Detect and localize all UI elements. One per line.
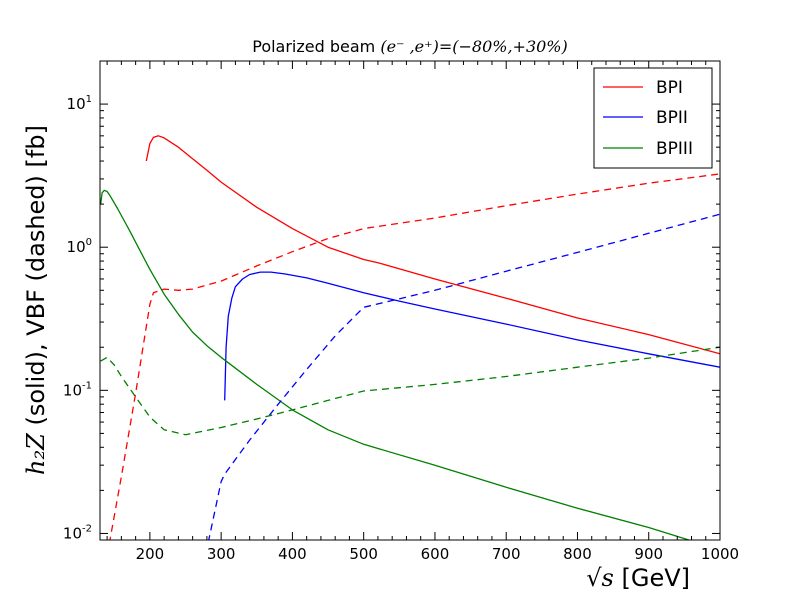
x-axis-label: √s [GeV] — [586, 564, 690, 592]
x-axis-label-text: [GeV] — [614, 564, 690, 592]
chart-title: Polarized beam (e⁻ ,e⁺)=(−80%,+30%) — [252, 37, 568, 56]
y-axis-label-text: (solid), VBF (dashed) [fb] — [22, 125, 50, 433]
legend: BPI BPII BPIII — [593, 67, 713, 169]
x-tick-label: 200 — [136, 545, 165, 563]
legend-label-bpii: BPII — [656, 108, 688, 128]
y-tick-label: 10-2 — [63, 523, 92, 542]
axis-ticks: 200 300 400 500 600 700 800 900 1000 10-2 10-1 100 1… — [63, 60, 739, 563]
legend-label-bpiii: BPIII — [656, 139, 693, 159]
x-tick-label: 600 — [421, 545, 450, 563]
chart-title-math: (e⁻ ,e⁺)=(−80%,+30%) — [380, 37, 567, 56]
chart-title-prefix: Polarized beam — [252, 37, 380, 56]
x-tick-label: 800 — [563, 545, 592, 563]
series-bpii-vbf-line — [208, 213, 720, 540]
x-tick-label: 400 — [278, 545, 307, 563]
y-axis-label: h₂Z (solid), VBF (dashed) [fb] — [22, 125, 50, 475]
legend-label-bpi: BPI — [656, 78, 683, 98]
y-axis-label-math: h₂Z — [22, 432, 50, 475]
series-bpiii-h2z-line — [100, 189, 692, 540]
x-axis-label-math: √s — [586, 564, 614, 592]
plot-series — [100, 135, 720, 540]
legend-box — [593, 67, 713, 169]
y-tick-label: 101 — [67, 94, 92, 113]
x-tick-label: 900 — [634, 545, 663, 563]
plot-frame — [99, 60, 721, 541]
y-tick-label: 100 — [67, 237, 92, 256]
series-bpi-vbf-line — [109, 173, 720, 540]
y-tick-label: 10-1 — [63, 380, 92, 399]
series-bpii-h2z-line — [224, 271, 720, 401]
x-tick-label: 700 — [492, 545, 521, 563]
x-tick-label: 1000 — [701, 545, 739, 563]
x-tick-label: 300 — [207, 545, 236, 563]
series-bpiii-vbf-line — [100, 346, 720, 436]
series-bpi-h2z-line — [145, 135, 720, 355]
x-tick-label: 500 — [349, 545, 378, 563]
